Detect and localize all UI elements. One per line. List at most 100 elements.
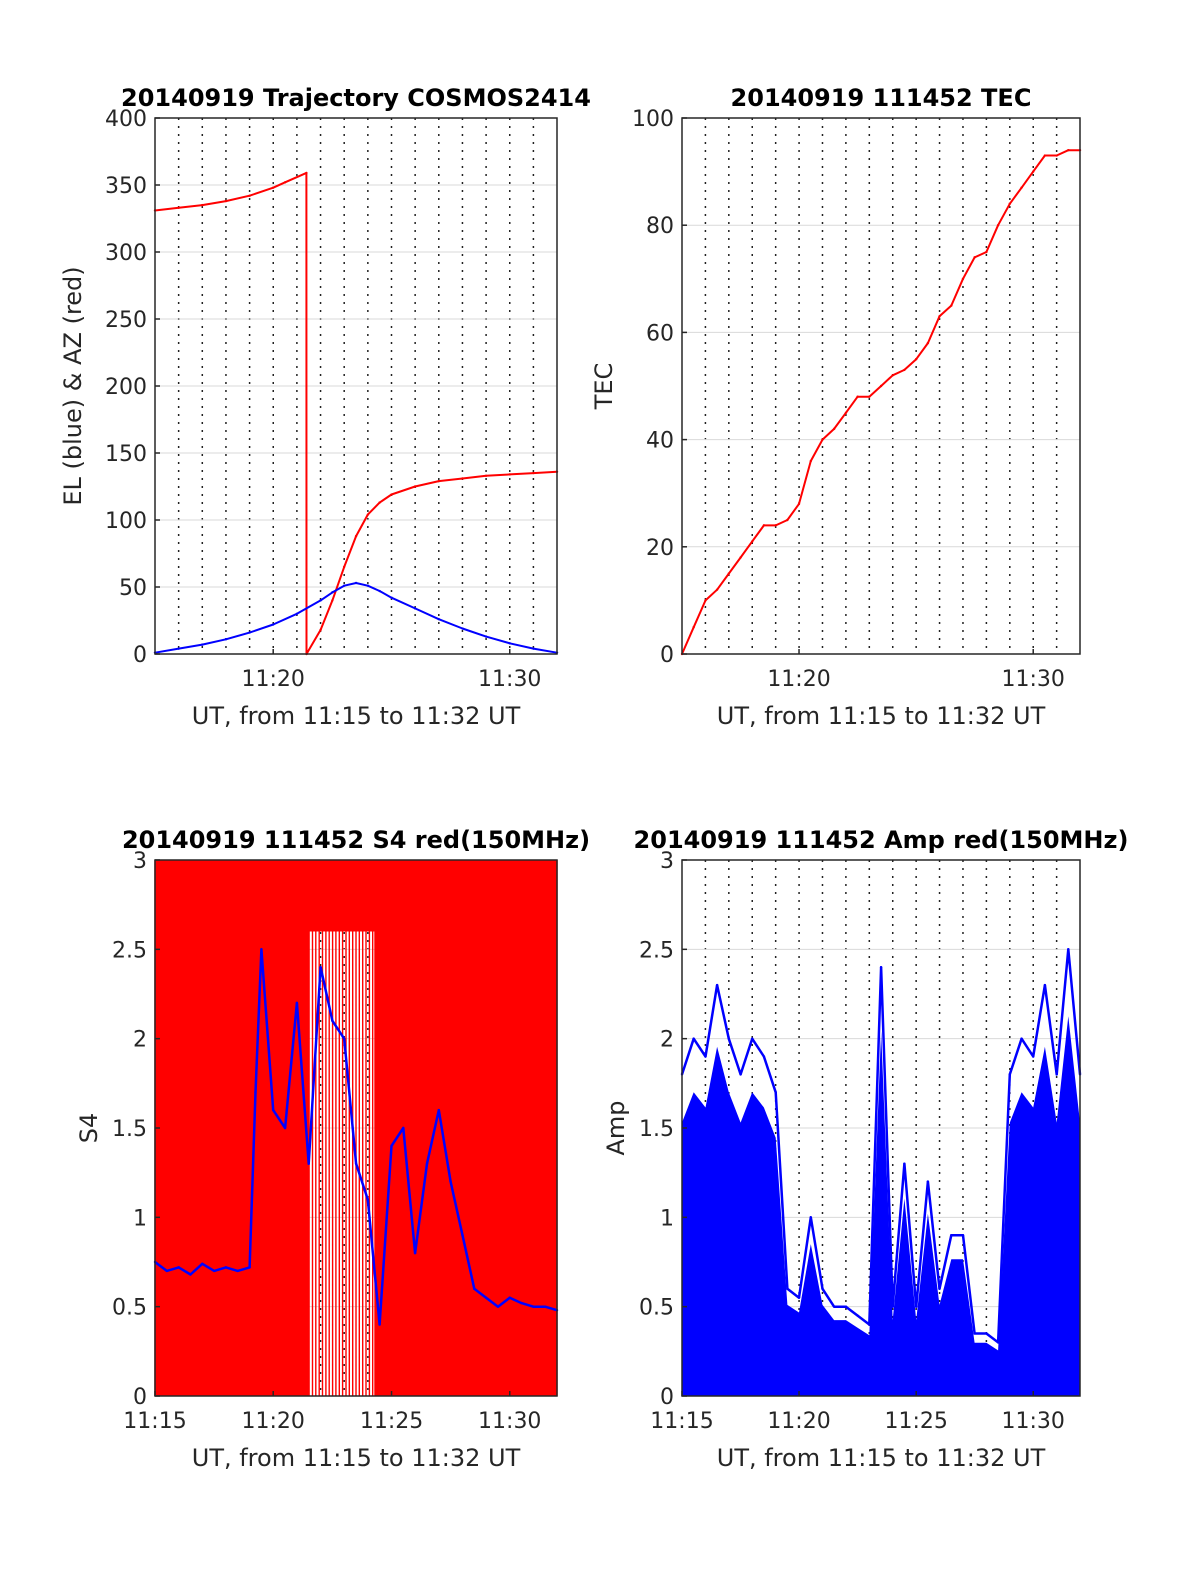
y-tick-label: 3 [133, 849, 147, 874]
data-point [248, 1266, 251, 1269]
vertical-gridlines [704, 118, 1058, 654]
y-tick-label: 3 [660, 849, 674, 874]
data-point [1020, 186, 1023, 189]
data-point [1055, 154, 1058, 157]
y-tick-label: 100 [632, 107, 674, 132]
x-tick-label: 11:25 [360, 1409, 423, 1434]
x-tick-label: 11:30 [478, 667, 541, 692]
data-point [1032, 1055, 1035, 1058]
y-tick-label: 300 [105, 241, 147, 266]
data-point [715, 588, 719, 591]
data-point [821, 438, 824, 441]
y-tick-label: 0.5 [112, 1296, 147, 1321]
series-2 [153, 948, 559, 1326]
data-point [786, 1287, 789, 1291]
data-point [248, 194, 251, 197]
data-point [305, 171, 308, 175]
data-point [950, 304, 953, 307]
series-1 [680, 148, 1082, 656]
data-point [774, 524, 777, 527]
chart-panel-3: 0 0.5 1 1.5 2 2.5 3 11:15 11:20 11:25 11:30 2014091… [75, 826, 590, 1472]
y-axis-label: EL (blue) & AZ (red) [59, 266, 87, 505]
data-point [532, 1305, 535, 1308]
data-point [903, 368, 906, 372]
data-point [704, 599, 707, 602]
data-point [331, 599, 334, 602]
y-tick-label: 2 [660, 1028, 674, 1053]
y-axis-label: S4 [75, 1113, 103, 1144]
data-point [319, 966, 322, 969]
chart-panel-1: 0 50 100 150 200 250 300 350 400 11:20 11:30 201409… [59, 84, 591, 730]
data-point [295, 1001, 299, 1005]
data-point [832, 427, 836, 431]
data-point [496, 1305, 500, 1308]
data-point [727, 1037, 730, 1040]
y-tick-label: 20 [646, 536, 674, 561]
data-point [938, 315, 941, 318]
x-tick-label: 11:30 [478, 1409, 541, 1434]
data-point [762, 1055, 766, 1058]
data-point [868, 395, 871, 398]
y-tick-label: 0.5 [639, 1296, 674, 1321]
y-tick-label: 1 [133, 1206, 147, 1231]
x-tick-label: 11:20 [767, 1409, 830, 1434]
y-tick-label: 400 [105, 107, 147, 132]
series-area [682, 1016, 1080, 1396]
data-point [903, 1162, 906, 1165]
data-point [390, 1144, 393, 1148]
data-point [856, 1314, 859, 1317]
data-point [762, 524, 766, 527]
y-tick-label: 40 [646, 429, 674, 454]
y-tick-label: 0 [660, 1385, 674, 1410]
data-point [727, 572, 730, 575]
data-point [1067, 948, 1070, 951]
data-point [1067, 148, 1070, 152]
data-point [938, 1287, 941, 1291]
x-axis-label: UT, from 11:15 to 11:32 UT [717, 702, 1046, 730]
data-point [879, 966, 883, 969]
series-line [154, 582, 558, 654]
data-point [1055, 1073, 1058, 1076]
data-point [821, 1287, 824, 1291]
x-axis-label: UT, from 11:15 to 11:32 UT [192, 1444, 521, 1472]
data-point [961, 277, 965, 280]
data-point [461, 1234, 464, 1237]
data-point [484, 635, 488, 638]
data-point [295, 612, 299, 615]
data-point [201, 1262, 204, 1265]
axes-box [681, 117, 1081, 655]
data-point [331, 1019, 334, 1022]
data-point [856, 395, 859, 398]
y-tick-label: 0 [133, 643, 147, 668]
data-point [739, 556, 742, 559]
data-point [378, 501, 381, 504]
y-tick-label: 50 [119, 576, 147, 601]
data-point [342, 1037, 346, 1040]
data-point [961, 1234, 965, 1237]
data-point [366, 584, 370, 587]
x-tick-label: 11:20 [241, 667, 304, 692]
data-point [437, 617, 440, 621]
data-point [844, 1305, 848, 1308]
data-point [366, 513, 370, 516]
y-axis-label: TEC [590, 363, 618, 411]
data-point [283, 181, 287, 184]
data-point [950, 1234, 953, 1237]
data-point [973, 256, 976, 259]
data-point [797, 1296, 801, 1299]
data-point [272, 623, 275, 626]
series-1 [680, 948, 1082, 1396]
x-tick-label: 11:15 [123, 1409, 186, 1434]
data-point [879, 384, 883, 388]
data-point [342, 584, 346, 587]
x-axis-label: UT, from 11:15 to 11:32 UT [717, 1444, 1046, 1472]
data-point [177, 206, 180, 209]
data-point [786, 518, 789, 522]
x-tick-label: 11:20 [767, 667, 830, 692]
y-tick-label: 1 [660, 1206, 674, 1231]
data-point [413, 1251, 417, 1255]
data-point [914, 1305, 918, 1308]
data-point [520, 1301, 523, 1305]
data-point [461, 477, 464, 480]
